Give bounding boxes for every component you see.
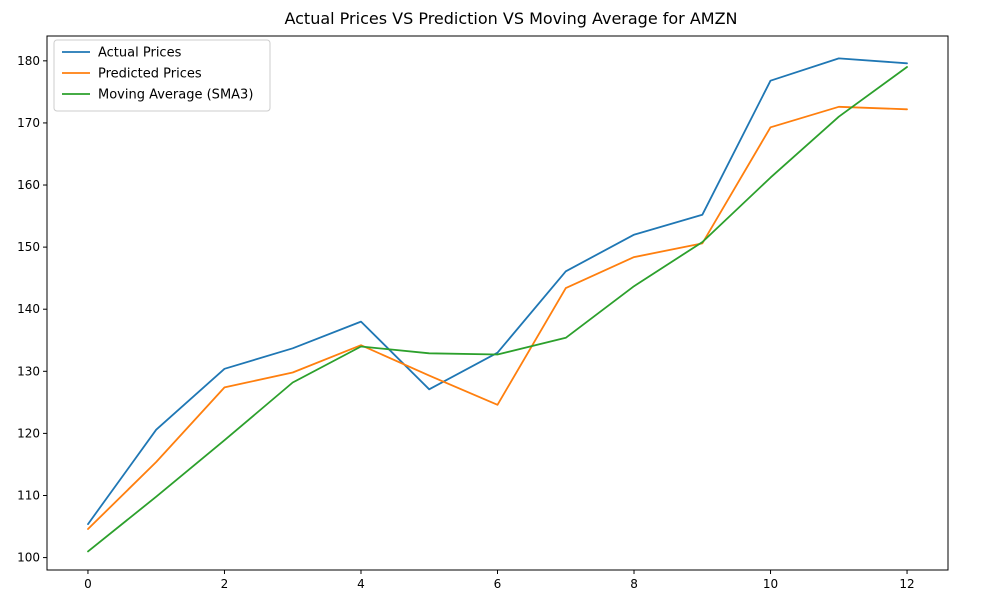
y-tick-label: 110	[17, 488, 40, 502]
x-tick-label: 2	[221, 577, 229, 591]
axes-frame	[46, 35, 949, 571]
plot-area	[46, 35, 949, 571]
y-tick-label: 140	[17, 302, 40, 316]
legend-box	[53, 39, 271, 112]
legend-label: Moving Average (SMA3)	[98, 88, 253, 103]
legend-label: Predicted Prices	[98, 67, 202, 82]
legend: Actual Prices Predicted Prices Moving Aver…	[53, 39, 271, 112]
x-tick-label: 0	[84, 577, 92, 591]
y-tick-label: 160	[17, 178, 40, 192]
y-tick-label: 120	[17, 426, 40, 440]
x-tick-label: 6	[494, 577, 502, 591]
y-tick-label: 100	[17, 551, 40, 565]
y-tick-label: 150	[17, 240, 40, 254]
x-tick-label: 4	[357, 577, 365, 591]
series-line-2	[87, 105, 908, 530]
chart-title: Actual Prices VS Prediction VS Moving Av…	[284, 9, 737, 28]
series-line-1	[87, 57, 908, 525]
y-axis: 100 110 120 130 140 150 160 170 180	[17, 54, 47, 565]
y-tick-label: 180	[17, 54, 40, 68]
y-tick-label: 130	[17, 364, 40, 378]
series-group	[87, 57, 908, 553]
y-tick-label: 170	[17, 116, 40, 130]
legend-label: Actual Prices	[98, 46, 182, 61]
x-tick-label: 12	[899, 577, 914, 591]
series-line-3	[87, 66, 908, 553]
x-tick-label: 8	[630, 577, 638, 591]
x-tick-label: 10	[763, 577, 778, 591]
x-axis: 0 2 4 6 8 10 12	[84, 570, 915, 591]
